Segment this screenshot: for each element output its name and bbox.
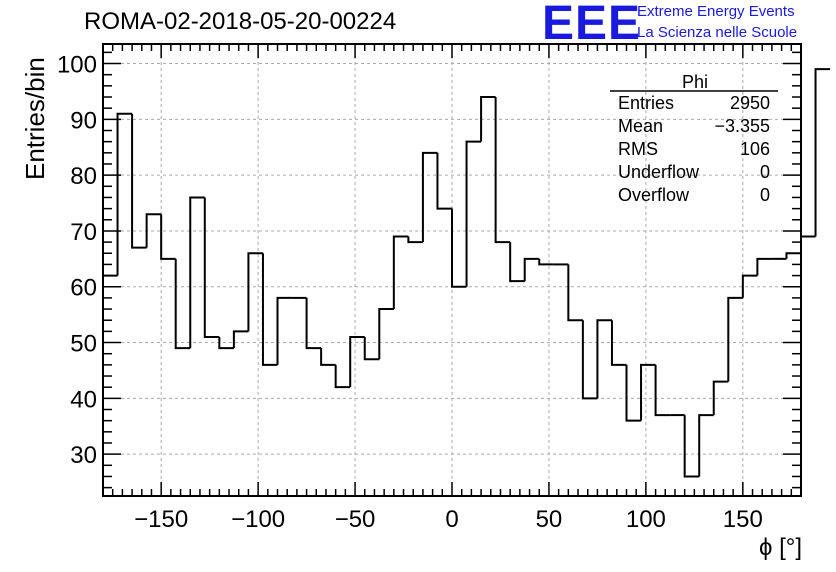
- histogram-bin: [436, 152, 452, 210]
- stats-key: RMS: [618, 139, 658, 159]
- histogram-bin: [683, 415, 700, 478]
- y-tick-label: 50: [70, 331, 97, 358]
- histogram-bin: [203, 197, 220, 338]
- stats-row-mean: Mean −3.355: [618, 116, 770, 138]
- y-tick-labels: 30 40 50 60 70 80 90 100: [57, 52, 97, 470]
- histogram-bin: [625, 364, 642, 422]
- histogram-bin: [145, 213, 162, 248]
- histogram-bin: [610, 320, 627, 366]
- y-tick-label: 40: [70, 386, 97, 413]
- histogram-bin: [712, 380, 729, 416]
- eee-logo: EEE: [542, 0, 642, 50]
- histogram-bin: [320, 348, 336, 366]
- stats-value: 2950: [729, 93, 770, 113]
- histogram-bin: [727, 296, 743, 382]
- x-tick-label: −50: [335, 506, 376, 533]
- histogram-bin: [480, 96, 496, 142]
- histogram-bin: [421, 151, 438, 243]
- stats-value: 0: [759, 185, 770, 205]
- histogram-bin: [814, 68, 831, 237]
- histogram-bin: [392, 235, 409, 310]
- histogram-bin: [363, 336, 380, 361]
- histogram-bin: [174, 258, 191, 350]
- y-tick-label: 90: [70, 107, 97, 134]
- y-tick-label: 30: [70, 442, 97, 469]
- stats-key: Mean: [618, 116, 664, 136]
- stats-title: Phi: [681, 72, 708, 92]
- histogram-bin: [131, 113, 147, 249]
- histogram-bin: [232, 330, 249, 349]
- y-tick-label: 100: [57, 52, 97, 79]
- y-tick-label: 80: [70, 163, 97, 190]
- x-tick-label: 50: [536, 506, 563, 533]
- histogram-bin: [116, 112, 133, 276]
- y-tick-label: 60: [70, 275, 97, 302]
- x-axis-label: ϕ [°]: [758, 534, 802, 561]
- x-tick-label: −150: [134, 506, 188, 533]
- histogram-bin: [378, 308, 394, 360]
- axis-ticks: [103, 44, 801, 496]
- histogram-bin: [465, 140, 482, 287]
- histogram-bin: [581, 320, 598, 400]
- x-tick-label: −100: [231, 506, 285, 533]
- histogram-bin: [538, 258, 554, 266]
- histogram-bin: [523, 257, 540, 282]
- histogram-bin: [785, 252, 801, 259]
- histogram-bin: [509, 242, 525, 283]
- histogram-bin: [261, 253, 278, 366]
- histogram-bin: [189, 196, 205, 349]
- stats-key: Entries: [618, 93, 675, 113]
- histogram-bin: [654, 364, 671, 417]
- histogram-bin: [698, 414, 714, 477]
- stats-key: Overflow: [618, 185, 690, 205]
- stats-row-entries: Entries 2950: [618, 93, 770, 115]
- stats-value: 106: [739, 139, 770, 159]
- stats-key: Underflow: [618, 162, 700, 182]
- histogram-bars: [102, 68, 831, 496]
- histogram-bin: [247, 252, 263, 332]
- histogram-bin: [334, 364, 351, 389]
- histogram-bin: [596, 319, 612, 399]
- y-axis-label: Entries/bin: [20, 57, 50, 180]
- stats-value: −3.355: [714, 116, 770, 136]
- histogram-bin: [567, 264, 583, 322]
- stats-row-underflow: Underflow 0: [618, 162, 770, 184]
- logo-line-1: Extreme Energy Events: [637, 3, 795, 20]
- histogram-bin: [218, 336, 234, 350]
- histogram-bin: [276, 296, 293, 365]
- logo-line-2: La Scienza nelle Scuole: [637, 24, 798, 41]
- x-tick-label: 0: [445, 506, 458, 533]
- x-tick-labels: −150 −100 −50 0 50 100 150: [134, 506, 763, 533]
- stats-value: 0: [759, 162, 770, 182]
- chart-title: ROMA-02-2018-05-20-00224: [84, 8, 397, 35]
- histogram-bin: [160, 214, 176, 260]
- x-tick-label: 100: [626, 506, 666, 533]
- y-tick-label: 70: [70, 219, 97, 246]
- stats-row-overflow: Overflow 0: [618, 185, 770, 207]
- histogram-bin: [494, 97, 511, 244]
- histogram-bin: [756, 257, 772, 276]
- histogram-bin: [407, 236, 423, 244]
- histogram-bin: [640, 363, 656, 421]
- histogram-bin: [305, 297, 322, 350]
- histogram-bin: [741, 274, 758, 298]
- x-tick-label: 150: [723, 506, 763, 533]
- histogram-bin: [349, 335, 365, 388]
- histogram-bin: [451, 208, 467, 288]
- histogram-bin: [800, 235, 816, 254]
- stats-row-rms: RMS 106: [618, 139, 770, 161]
